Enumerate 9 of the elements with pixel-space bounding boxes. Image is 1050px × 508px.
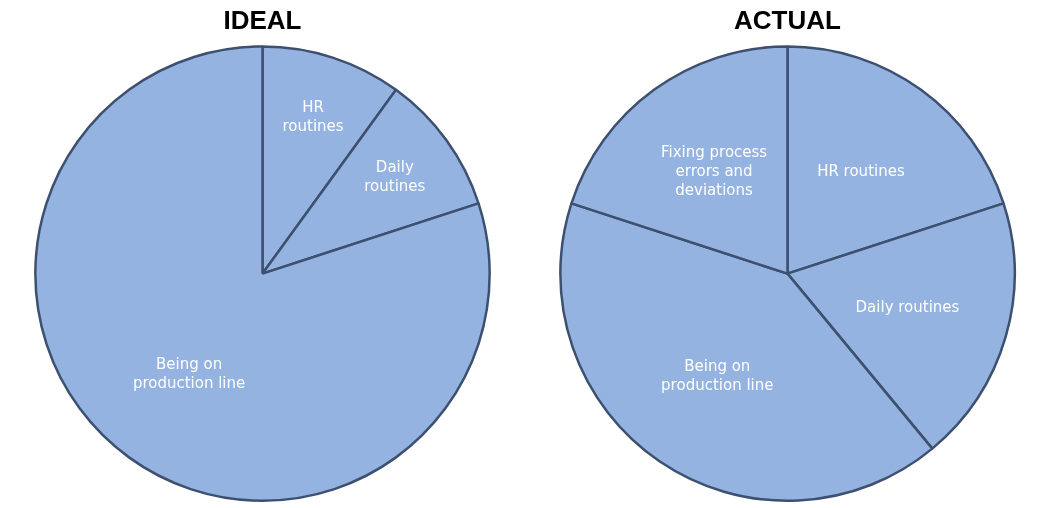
- slice-label: Being on production line: [132, 355, 246, 393]
- slice-label: HR routines: [817, 162, 905, 181]
- slice-label: Fixing process errors and deviations: [660, 143, 768, 200]
- chart-title: IDEAL: [223, 4, 302, 35]
- slice-label: Being on production line: [661, 357, 774, 395]
- slice-label: HR routines: [282, 98, 344, 136]
- slice-label: Daily routines: [855, 298, 960, 317]
- chart-title: ACTUAL: [734, 4, 842, 35]
- slice-label: Daily routines: [364, 157, 426, 195]
